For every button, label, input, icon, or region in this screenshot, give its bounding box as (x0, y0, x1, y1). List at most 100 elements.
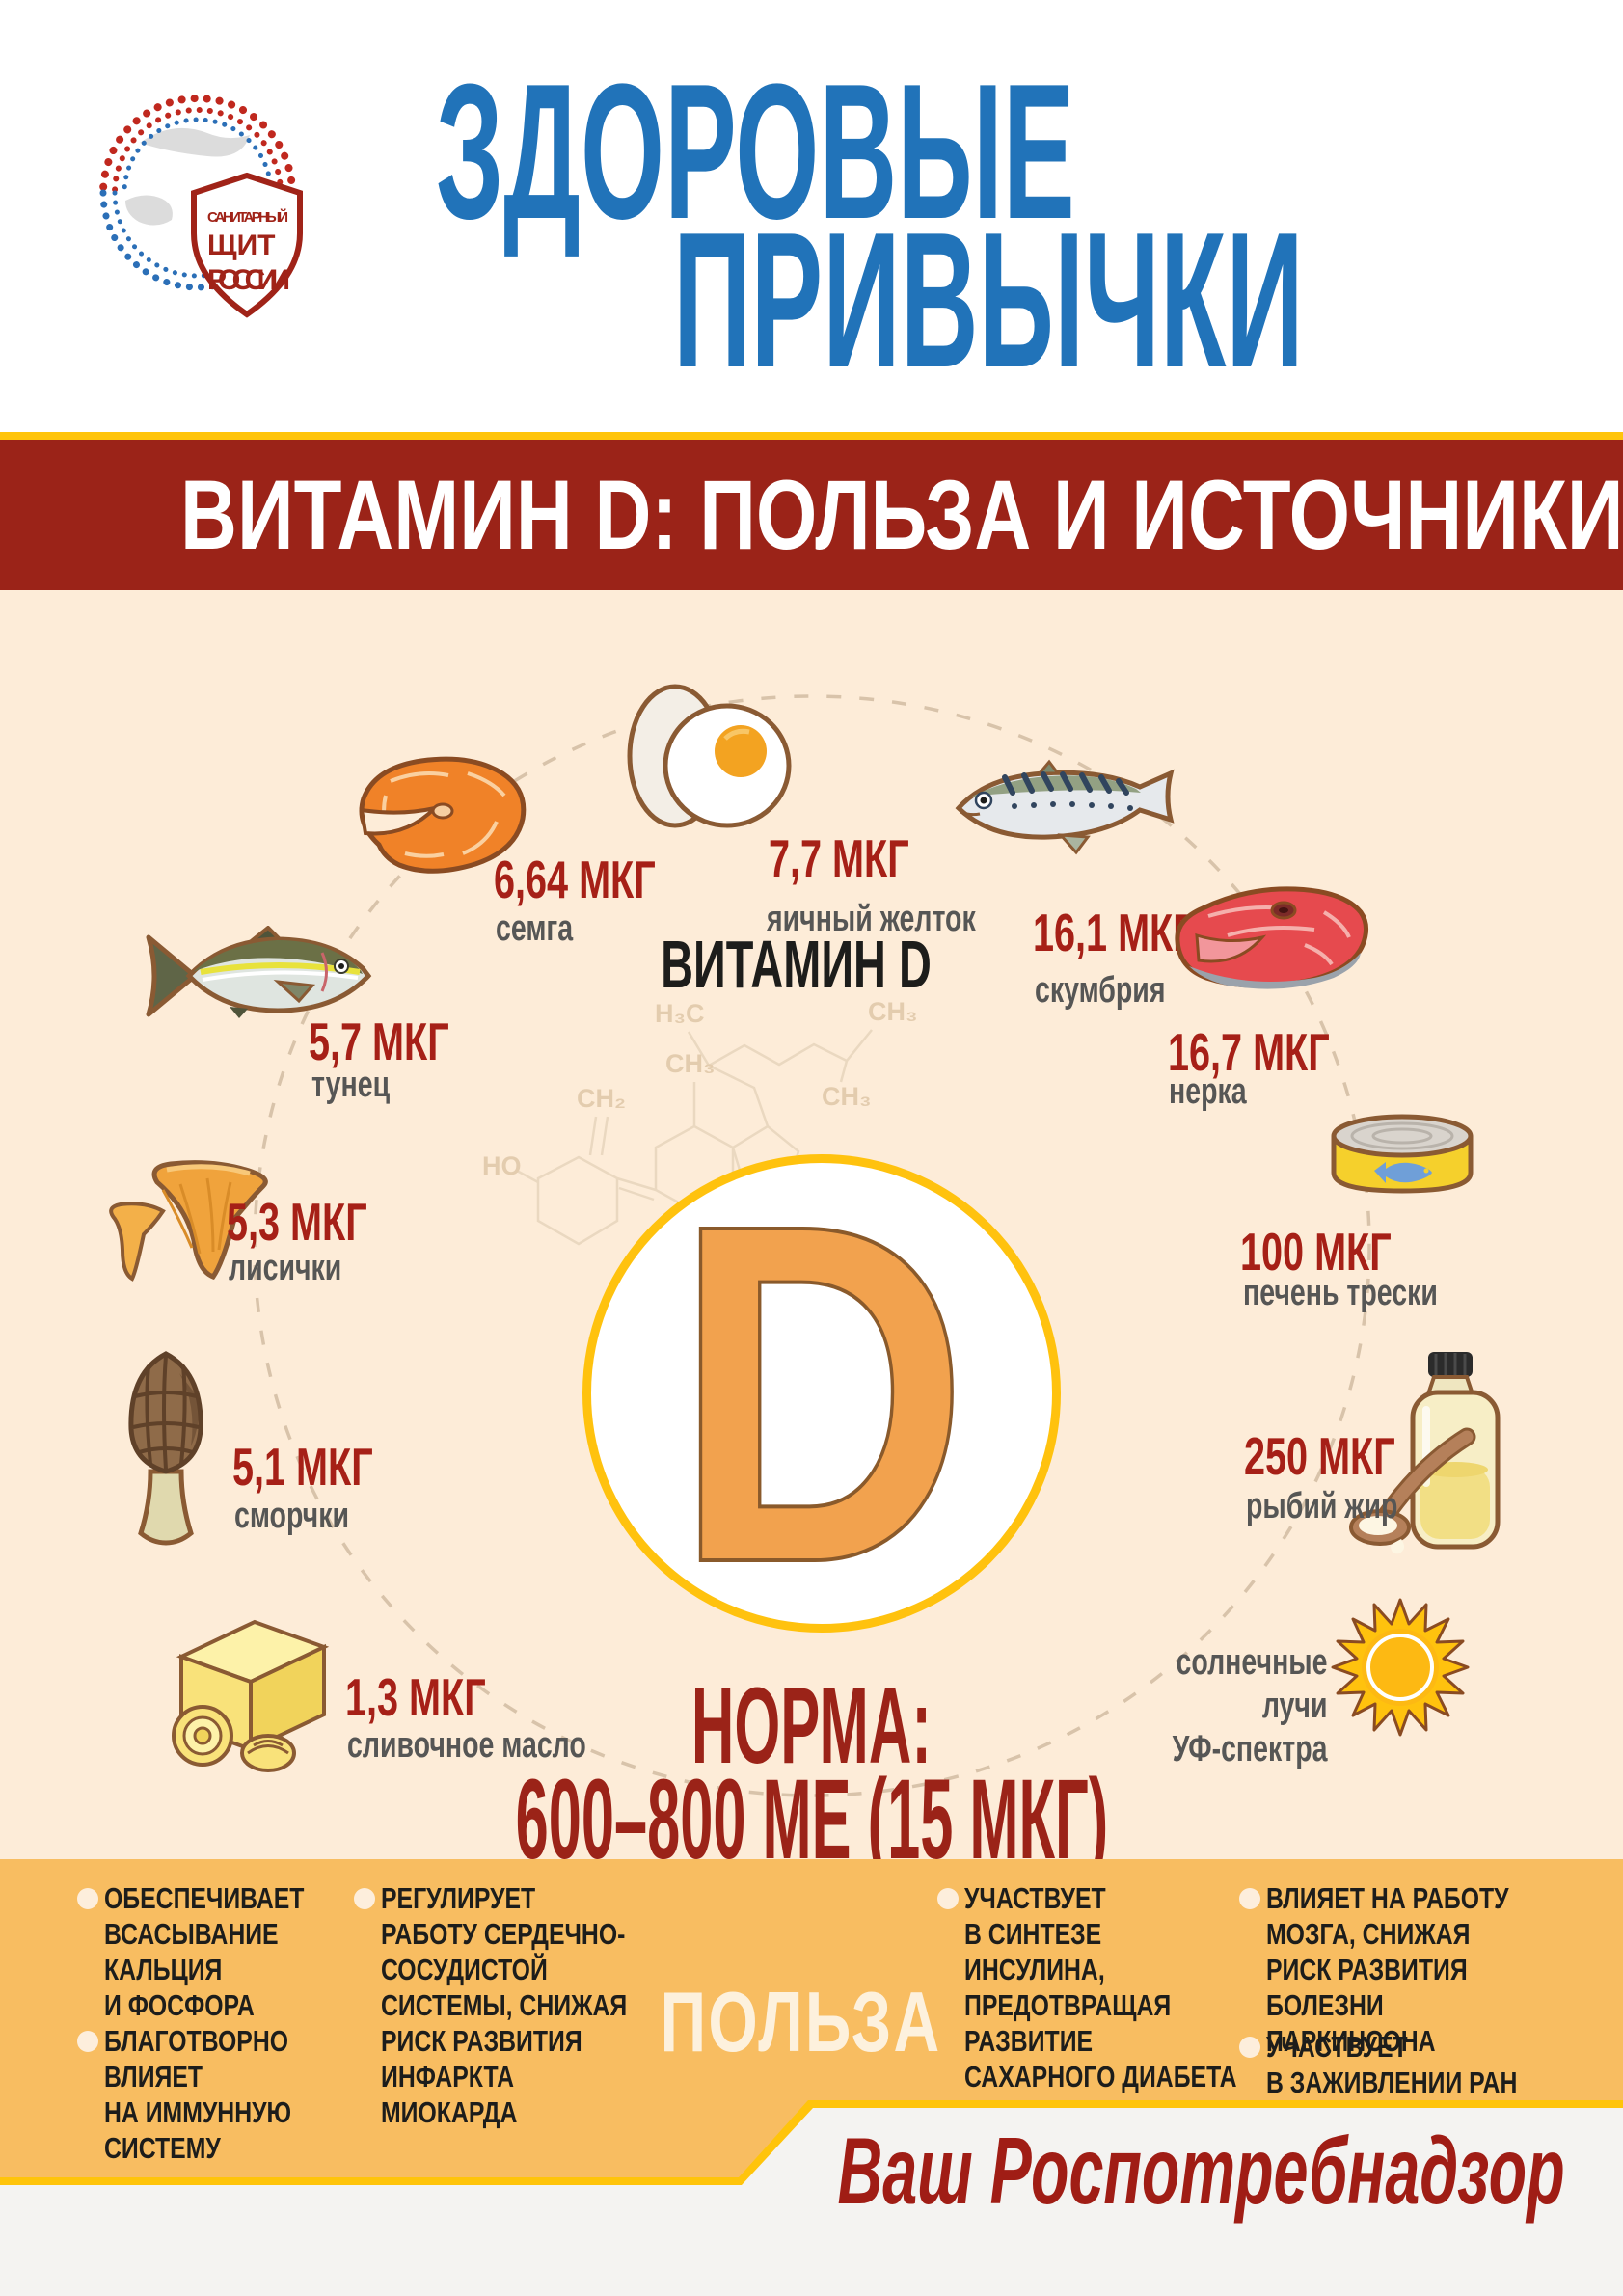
chem-label-h3c: H₃C (655, 999, 704, 1028)
salmon-name: семга (496, 910, 599, 947)
benefit-bullet-icon (77, 2031, 98, 2052)
benefits-title: ПОЛЬЗА (660, 1974, 941, 2069)
page-title-line2: ПРИВЫЧКИ (673, 193, 1304, 408)
vitamin-d-badge: D (582, 1123, 1061, 1662)
morel-name-text: сморчки (234, 1496, 350, 1536)
butter-value-text: 1,3 МКГ (345, 1667, 486, 1727)
benefit-item-6: УЧАСТВУЕТ В ЗАЖИВЛЕНИИ РАН (1266, 2029, 1580, 2100)
fish-oil-name: рыбий жир (1246, 1488, 1448, 1525)
vitamin-d-letter: D (672, 1123, 971, 1662)
logo-globe-icon: САНИТАРНЫЙ ЩИТ РОССИИ (99, 95, 303, 318)
chem-label-ch2: CH₂ (577, 1084, 626, 1113)
page-title-line1: ЗДОРОВЫЕ (436, 44, 1075, 259)
chanterelles-value: 5,3 МКГ (227, 1196, 421, 1249)
benefits-title-wrap: ПОЛЬЗА (0, 1973, 1601, 2071)
sun-label: солнечные лучи УФ-спектра (1121, 1641, 1327, 1771)
chanterelles-value-text: 5,3 МКГ (227, 1192, 367, 1252)
norm-label-wrap: НОРМА: (0, 1663, 1623, 1788)
salmon-value: 6,64 МКГ (494, 853, 718, 906)
chem-label-ho: HO (482, 1151, 522, 1180)
benefit-bullet-icon (354, 1888, 375, 1909)
tuna-icon (133, 925, 376, 1031)
egg-value: 7,7 МКГ (769, 832, 963, 885)
benefit-text-2: БЛАГОТВОРНО ВЛИЯЕТ НА ИММУННУЮ СИСТЕМУ (104, 2024, 292, 2165)
mackerel-name: скумбрия (1035, 972, 1209, 1009)
chanterelles-name: лисички (229, 1250, 379, 1286)
benefit-item-1: ОБЕСПЕЧИВАЕТ ВСАСЫВАНИЕ КАЛЬЦИЯ И ФОСФОР… (104, 1880, 354, 2023)
morel-value: 5,1 МКГ (232, 1441, 427, 1494)
benefit-bullet-icon (937, 1888, 959, 1909)
benefit-text-6: УЧАСТВУЕТ В ЗАЖИВЛЕНИИ РАН (1266, 2030, 1518, 2099)
benefit-bullet-icon (1239, 2037, 1260, 2058)
cod-liver-value: 100 МКГ (1240, 1226, 1450, 1279)
salmon-steak-icon (352, 752, 530, 887)
cod-liver-name-text: печень трески (1243, 1273, 1438, 1313)
sockeye-value: 16,7 МКГ (1168, 1026, 1393, 1079)
morel-value-text: 5,1 МКГ (232, 1437, 373, 1497)
tuna-value-text: 5,7 МКГ (309, 1012, 449, 1071)
benefits-panel-shape (0, 1859, 1623, 2185)
chem-label-ch3-a: CH₃ (868, 997, 917, 1026)
egg-name: яичный желток (767, 901, 1045, 937)
page-title-2: ПРИВЫЧКИ (673, 204, 1623, 397)
norm-label: НОРМА: (690, 1665, 932, 1786)
mackerel-value: 16,1 МКГ (1033, 906, 1258, 959)
logo-text-line1: САНИТАРНЫЙ (207, 208, 288, 226)
chanterelles-name-text: лисички (229, 1248, 342, 1288)
benefit-text-1: ОБЕСПЕЧИВАЕТ ВСАСЫВАНИЕ КАЛЬЦИЯ И ФОСФОР… (104, 1881, 305, 2022)
sockeye-name: нерка (1169, 1073, 1272, 1110)
logo-shield-icon (191, 172, 303, 318)
mackerel-name-text: скумбрия (1035, 970, 1166, 1011)
mackerel-icon (947, 750, 1196, 873)
logo-continent-shape (125, 195, 173, 226)
tuna-name: тунец (311, 1067, 416, 1103)
logo-continent-shape (140, 127, 250, 157)
butter-value: 1,3 МКГ (345, 1671, 540, 1724)
morel-name: сморчки (234, 1498, 388, 1534)
footer-slogan: Ваш Роспотребнадзор (463, 2123, 1565, 2218)
butter-name: сливочное масло (347, 1727, 665, 1764)
logo-text-line3: РОССИИ (207, 264, 290, 296)
vitamin-heading-wrap: ВИТАМИН D (0, 926, 1591, 1003)
benefit-item-5: ВЛИЯЕТ НА РАБОТУ МОЗГА, СНИЖАЯ РИСК РАЗВ… (1266, 1880, 1623, 2059)
vitamin-d-molecule-icon: H₃C CH₃ CH₃ CH₃ CH₂ HO (482, 997, 917, 1246)
sockeye-name-text: нерка (1169, 1071, 1247, 1112)
benefit-bullet-icon (1239, 1888, 1260, 1909)
benefit-text-4: УЧАСТВУЕТ В СИНТЕЗЕ ИНСУЛИНА, ПРЕДОТВРАЩ… (964, 1881, 1237, 2093)
salmon-name-text: семга (496, 908, 574, 949)
banner-title: ВИТАМИН D: ПОЛЬЗА И ИСТОЧНИКИ (180, 460, 1623, 570)
cod-liver-can-icon (1324, 1097, 1481, 1213)
benefit-item-2: БЛАГОТВОРНО ВЛИЯЕТ НА ИММУННУЮ СИСТЕМУ (104, 2023, 338, 2166)
butter-icon (152, 1603, 334, 1779)
sockeye-steak-icon (1170, 878, 1370, 1004)
fish-oil-name-text: рыбий жир (1246, 1486, 1398, 1526)
egg-name-text: яичный желток (767, 899, 976, 939)
chem-label-ch3-c: CH₃ (665, 1049, 715, 1078)
chem-label-ch3-b: CH₃ (822, 1082, 871, 1111)
sanitary-shield-logo: САНИТАРНЫЙ ЩИТ РОССИИ (82, 75, 304, 326)
header-section: САНИТАРНЫЙ ЩИТ РОССИИ ЗДОРОВЫЕ ПРИВЫЧКИ (0, 0, 1623, 432)
chanterelles-icon (99, 1126, 290, 1293)
footer-slogan-text: Ваш Роспотребнадзор (837, 2118, 1565, 2224)
logo-text-line2: ЩИТ (207, 230, 275, 261)
tuna-value: 5,7 МКГ (309, 1015, 503, 1068)
sockeye-value-text: 16,7 МКГ (1168, 1022, 1330, 1082)
cod-liver-value-text: 100 МКГ (1240, 1222, 1392, 1282)
benefit-text-3: РЕГУЛИРУЕТ РАБОТУ СЕРДЕЧНО- СОСУДИСТОЙ С… (381, 1881, 628, 2129)
morel-icon (112, 1348, 220, 1553)
vitamin-heading: ВИТАМИН D (660, 927, 932, 1002)
yellow-divider (0, 432, 1623, 440)
sun-icon (1330, 1597, 1472, 1743)
benefit-item-3: РЕГУЛИРУЕТ РАБОТУ СЕРДЕЧНО- СОСУДИСТОЙ С… (381, 1880, 689, 2130)
butter-name-text: сливочное масло (347, 1725, 586, 1766)
sun-label-text: солнечные лучи УФ-спектра (1172, 1642, 1327, 1769)
tuna-name-text: тунец (311, 1065, 391, 1105)
fish-oil-value-text: 250 МКГ (1244, 1426, 1395, 1486)
fish-oil-bottle-icon (1343, 1350, 1505, 1565)
benefit-text-5: ВЛИЯЕТ НА РАБОТУ МОЗГА, СНИЖАЯ РИСК РАЗВ… (1266, 1881, 1509, 2058)
banner (0, 440, 1623, 590)
cod-liver-name: печень трески (1243, 1275, 1502, 1311)
page-title: ЗДОРОВЫЕ (436, 56, 1577, 249)
salmon-value-text: 6,64 МКГ (494, 850, 656, 909)
